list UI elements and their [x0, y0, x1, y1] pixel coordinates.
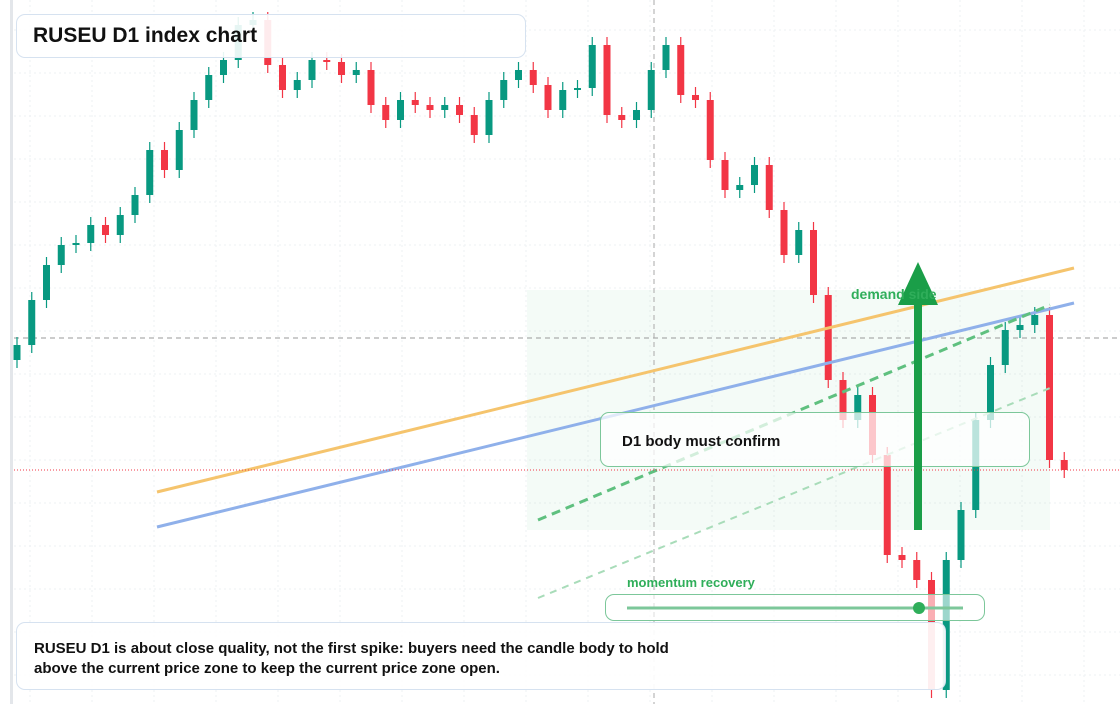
candle-body — [603, 45, 611, 115]
candle-body — [470, 115, 478, 135]
candle-body — [28, 300, 36, 345]
candle-body — [515, 70, 522, 80]
candle-body — [765, 165, 773, 210]
candle-body — [883, 455, 891, 555]
candle-body — [1060, 460, 1068, 470]
candle-body — [1046, 315, 1053, 460]
candle-body — [43, 265, 50, 300]
candle-body — [485, 100, 493, 135]
candle-body — [677, 45, 685, 95]
slider-knob — [913, 602, 925, 614]
candle-body — [736, 185, 744, 190]
candle-body — [795, 230, 803, 255]
candle-body — [57, 245, 65, 265]
candle-body — [544, 85, 552, 110]
candle-body — [810, 230, 817, 295]
momentum-label: momentum recovery — [627, 575, 755, 590]
candle-body — [382, 105, 390, 120]
candle-body — [942, 560, 950, 690]
candle-body — [824, 295, 832, 380]
candle-body — [102, 225, 109, 235]
candle-body — [293, 80, 301, 90]
candle-body — [706, 100, 714, 160]
candle-body — [913, 560, 921, 580]
candle-body — [175, 130, 183, 170]
left-edge — [10, 0, 13, 704]
confirm-label: D1 body must confirm — [600, 412, 1030, 467]
candle-body — [220, 60, 227, 75]
candle-body — [780, 210, 788, 255]
candle-body — [441, 105, 449, 110]
demand-zone — [527, 290, 1050, 530]
candle-body — [352, 70, 360, 75]
candle-body — [957, 510, 965, 560]
candle-body — [13, 345, 21, 360]
candle-body — [854, 395, 862, 420]
candle-body — [72, 243, 80, 245]
zone-label: demand side — [851, 286, 937, 302]
candle-body — [500, 80, 508, 100]
candle-body — [751, 165, 758, 185]
candle-body — [338, 62, 345, 75]
candle-body — [1016, 325, 1024, 330]
candle-body — [647, 70, 655, 110]
candle-body — [662, 45, 670, 70]
candle-body — [588, 45, 596, 88]
momentum-box — [605, 594, 985, 621]
caption: RUSEU D1 is about close quality, not the… — [16, 622, 946, 690]
momentum-slider — [627, 602, 963, 614]
candle-body — [987, 365, 994, 420]
candle-body — [367, 70, 375, 105]
candle-body — [618, 115, 626, 120]
candle-body — [898, 555, 906, 560]
chart-title: RUSEU D1 index chart — [16, 14, 526, 58]
candle-body — [456, 105, 463, 115]
candle-body — [397, 100, 404, 120]
candle-body — [721, 160, 729, 190]
candle-body — [308, 60, 316, 80]
candle-body — [839, 380, 847, 420]
candle-body — [426, 105, 434, 110]
candle-body — [279, 65, 286, 90]
candle-body — [559, 90, 567, 110]
candle-body — [1031, 315, 1039, 325]
candle-body — [116, 215, 124, 235]
candle-body — [323, 60, 331, 62]
candle-body — [131, 195, 139, 215]
candle-body — [692, 95, 699, 100]
candle-body — [161, 150, 168, 170]
candle-body — [574, 88, 581, 90]
candle-body — [205, 75, 213, 100]
candle-body — [529, 70, 537, 85]
candle-body — [633, 110, 640, 120]
candle-body — [411, 100, 419, 105]
caption-line: above the current price zone to keep the… — [34, 660, 500, 677]
candle-body — [87, 225, 95, 243]
caption-line: RUSEU D1 is about close quality, not the… — [34, 640, 669, 657]
candle-body — [1001, 330, 1009, 365]
candle-body — [190, 100, 198, 130]
candle-body — [146, 150, 154, 195]
